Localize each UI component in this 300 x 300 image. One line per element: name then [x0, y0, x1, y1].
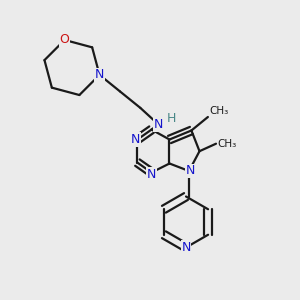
Text: N: N [186, 164, 195, 178]
Text: H: H [167, 112, 176, 125]
Text: N: N [154, 118, 163, 131]
Text: N: N [131, 133, 141, 146]
Text: N: N [181, 241, 191, 254]
Text: O: O [60, 34, 70, 46]
Text: N: N [147, 167, 156, 181]
Text: CH₃: CH₃ [209, 106, 229, 116]
Text: N: N [95, 68, 104, 81]
Text: CH₃: CH₃ [218, 139, 237, 149]
